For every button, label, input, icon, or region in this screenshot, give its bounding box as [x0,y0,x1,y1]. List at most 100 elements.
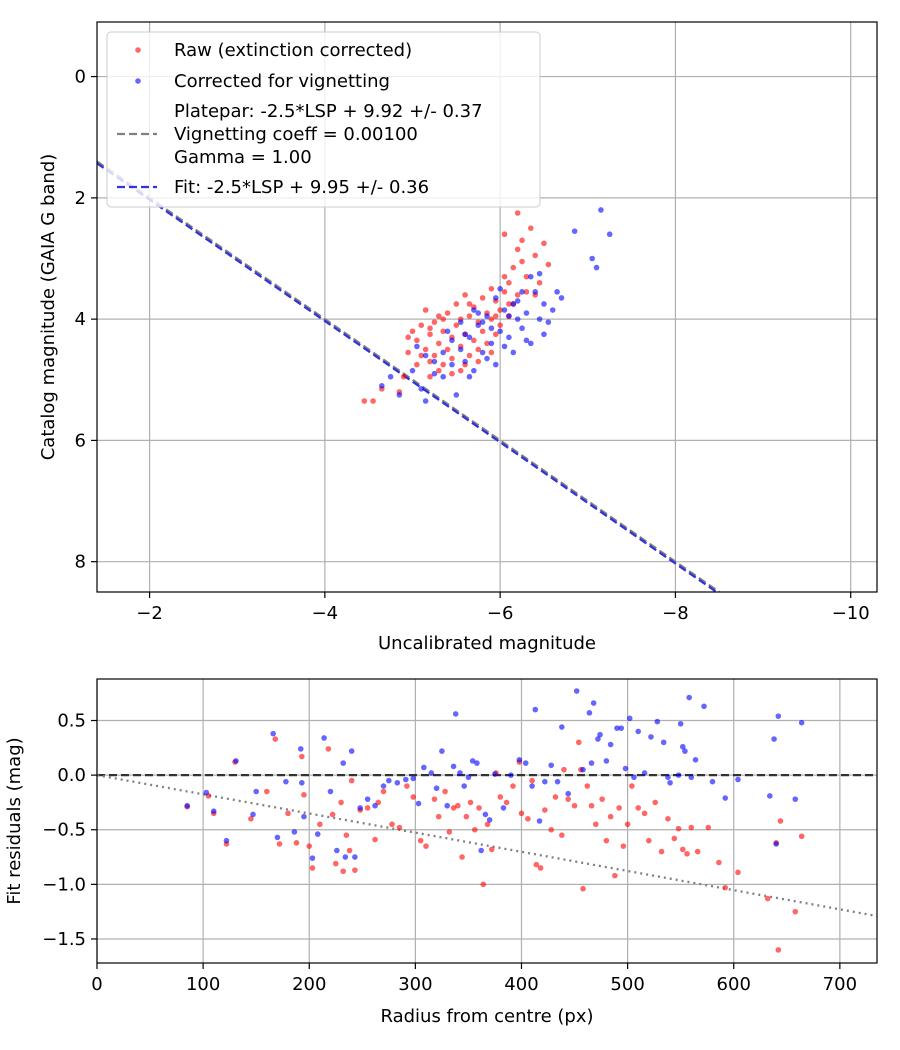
data-point [340,760,347,766]
data-point [314,831,321,837]
data-point [479,319,486,325]
data-point [635,728,642,735]
data-point [475,358,482,365]
y-tick-label: 4 [75,309,86,330]
grid [96,679,877,963]
data-point [223,837,230,844]
data-point [394,779,401,786]
data-point [471,367,477,374]
data-point [506,301,512,307]
data-point [348,777,355,784]
reference-lines [97,773,877,918]
x-tick-label: −8 [662,603,689,624]
data-point [532,706,539,713]
data-point [565,796,571,802]
data-point [532,252,539,259]
data-point [519,289,525,295]
data-point [514,210,521,216]
data-point [532,289,539,295]
magnitude-calibration-plot: −2 −4 −6 −8 −10 0 2 4 6 8 Uncalibrated magnitude… [38,21,878,654]
data-point [343,832,350,838]
data-point [488,846,495,853]
data-point [466,301,473,307]
data-point [435,813,442,820]
legend-label-platepar: Platepar: -2.5*LSP + 9.92 +/- 0.37 Vignet… [174,101,483,168]
data-point [442,788,448,795]
data-point [361,398,368,404]
data-point [405,349,411,356]
data-point [440,328,446,335]
data-point [372,802,378,809]
data-point [457,367,464,374]
data-point [549,307,556,313]
data-point [519,325,525,332]
data-point [484,821,491,828]
data-point [380,783,387,789]
data-point [417,837,424,844]
data-point [536,818,543,824]
legend-marker-raw [135,47,141,53]
x-tick-label: 400 [504,974,538,995]
data-point [461,783,467,789]
data-point [606,231,613,238]
data-point [620,843,627,849]
data-point [529,777,535,784]
data-point [248,816,254,822]
x-tick-label: 700 [823,974,857,995]
data-point [488,286,495,292]
data-point [622,765,629,772]
data-point [474,760,480,766]
data-point [516,757,523,763]
data-point [580,766,586,773]
data-point [455,802,461,809]
data-point [635,805,642,811]
data-point [400,373,407,380]
data-point [660,739,667,746]
data-point [705,824,712,831]
data-point [497,286,503,292]
data-point [486,817,493,823]
data-point [396,824,403,831]
data-point [396,392,403,398]
data-point [471,826,478,833]
data-point [688,824,695,831]
data-point [471,307,477,313]
data-point [665,816,671,822]
data-point [565,790,571,797]
data-point [488,340,495,347]
data-point [427,373,433,380]
data-point [444,310,451,316]
data-point [792,796,799,802]
data-point [500,805,507,811]
data-point [306,843,313,849]
data-point [675,772,682,778]
data-point [471,337,477,344]
data-point [510,264,517,271]
y-tick-label: −0.5 [42,820,86,841]
data-point [422,352,429,359]
data-point [523,289,530,295]
data-point [561,766,567,773]
data-point [722,884,729,891]
data-point [626,715,633,722]
data-point [414,361,420,368]
data-point [440,373,446,380]
legend-box [106,31,541,208]
data-point [735,776,741,783]
data-point [444,346,451,353]
y-tick-label: 0 [75,67,86,88]
data-point [519,258,525,265]
data-point [475,346,482,353]
data-point [523,310,530,316]
data-point [427,325,433,332]
data-point [484,355,490,362]
y-ticks: 0 2 4 6 8 [75,67,97,573]
data-point [735,869,741,876]
data-point [588,760,595,766]
series-line-2 [97,160,722,592]
data-point [618,725,625,731]
data-point [283,778,289,785]
data-point [475,322,482,328]
data-point [607,741,614,748]
x-tick-label: 200 [292,974,326,995]
